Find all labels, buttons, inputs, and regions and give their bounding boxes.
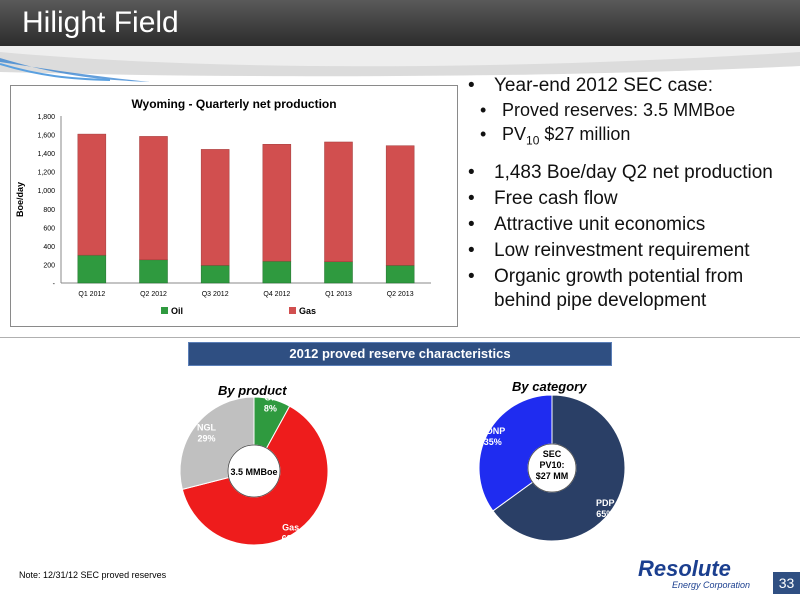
bullet-item: 1,483 Boe/day Q2 net production (466, 161, 796, 185)
bullet-text: $27 million (539, 124, 631, 144)
bar-gas (200, 149, 230, 266)
y-tick-label: 400 (43, 244, 55, 251)
bullet-text: Organic growth potential from behind pip… (494, 265, 744, 311)
y-tick-label: 1,400 (37, 151, 55, 158)
company-logo: Resolute Energy Corporation (630, 556, 780, 592)
section-banner: 2012 proved reserve characteristics (188, 342, 612, 366)
x-tick-label: Q1 2013 (325, 291, 352, 298)
logo-wordmark: Resolute (638, 556, 731, 581)
y-axis-label: Boe/day (15, 182, 25, 217)
bar-gas (385, 145, 415, 266)
legend-swatch-oil (161, 307, 168, 314)
pie-center-label: SEC (543, 449, 562, 459)
bullet-text: Free cash flow (494, 187, 618, 209)
x-tick-label: Q2 2012 (140, 291, 167, 298)
pie-slice-name-label: PDP (596, 498, 615, 508)
chart-title: Wyoming - Quarterly net production (131, 97, 336, 111)
pie-slice-name-label: NGL (197, 422, 217, 432)
section-divider (0, 337, 800, 338)
bar-gas (324, 141, 353, 262)
bar-chart-panel: Wyoming - Quarterly net production Boe/da… (10, 85, 458, 327)
pie-center-hole (227, 444, 281, 498)
bullet-item: Organic growth potential from behind pip… (466, 265, 796, 313)
y-tick-label: 200 (43, 262, 55, 269)
pie-center-label: 3.5 MMBoe (230, 467, 277, 477)
pie-slice-value-label: 8% (264, 404, 277, 414)
bar-chart: Wyoming - Quarterly net production Boe/da… (15, 97, 431, 316)
logo-tagline: Energy Corporation (672, 580, 751, 590)
pie-center-label: PV10: (539, 460, 564, 470)
y-tick-label: 600 (43, 225, 55, 232)
bullet-text: PV (502, 124, 527, 144)
bullet-item: Attractive unit economics (466, 213, 796, 237)
y-tick-label: 1,800 (37, 114, 55, 121)
x-tick-label: Q2 2013 (387, 291, 414, 298)
y-tick-label: 1,000 (37, 188, 55, 195)
pie-title-by-product: By product (218, 383, 287, 398)
bullet-text: Proved reserves: 3.5 MMBoe (502, 100, 736, 120)
y-tick-label: 1,200 (37, 170, 55, 177)
bullet-text: 1,483 Boe/day Q2 net production (494, 161, 773, 183)
pie-slice-name-label: Gas (282, 523, 299, 533)
pie-center-label: $27 MM (536, 471, 569, 481)
legend-label-gas: Gas (299, 306, 316, 316)
x-tick-label: Q3 2012 (202, 291, 229, 298)
sub-bullet-item: PV10 $27 million (466, 122, 796, 153)
bullet-text: Attractive unit economics (494, 213, 706, 235)
x-tick-label: Q1 2012 (78, 291, 105, 298)
bullet-item: Low reinvestment requirement (466, 239, 796, 263)
bar-oil (77, 254, 107, 284)
header-swoosh (0, 46, 800, 82)
pie-title-by-category: By category (512, 379, 587, 394)
legend-swatch-gas (289, 307, 296, 314)
slide-title: Hilight Field (22, 6, 179, 39)
pie-slice-value-label: 29% (197, 433, 215, 443)
bullet-text: Low reinvestment requirement (494, 239, 750, 261)
page-number: 33 (773, 572, 800, 594)
bar-gas (77, 133, 107, 256)
pie-slice-name-label: PDNP (480, 426, 505, 436)
pie-slice-name-label: Oil (264, 393, 276, 403)
bar-gas (139, 136, 168, 261)
pie-slice-value-label: 63% (282, 534, 300, 544)
y-tick-label: 800 (43, 207, 55, 214)
y-tick-label: - (53, 281, 56, 288)
bullet-text: Year-end 2012 SEC case: (494, 75, 714, 96)
slide-header: Hilight Field (0, 0, 800, 46)
subscript: 10 (526, 133, 540, 148)
sub-bullet-item: Proved reserves: 3.5 MMBoe (466, 98, 796, 122)
pie-center-hole (527, 443, 577, 493)
pie-slice-value-label: 65% (596, 509, 614, 519)
bullet-item: Free cash flow (466, 187, 796, 211)
bar-gas (262, 144, 292, 262)
footnote: Note: 12/31/12 SEC proved reserves (19, 570, 167, 580)
bullet-list: Year-end 2012 SEC case: Proved reserves:… (466, 74, 796, 313)
x-tick-label: Q4 2012 (263, 291, 290, 298)
bullet-item: Year-end 2012 SEC case: (466, 74, 796, 98)
pie-slice-value-label: 35% (484, 437, 502, 447)
y-tick-label: 1,600 (37, 133, 55, 140)
legend-label-oil: Oil (171, 306, 183, 316)
